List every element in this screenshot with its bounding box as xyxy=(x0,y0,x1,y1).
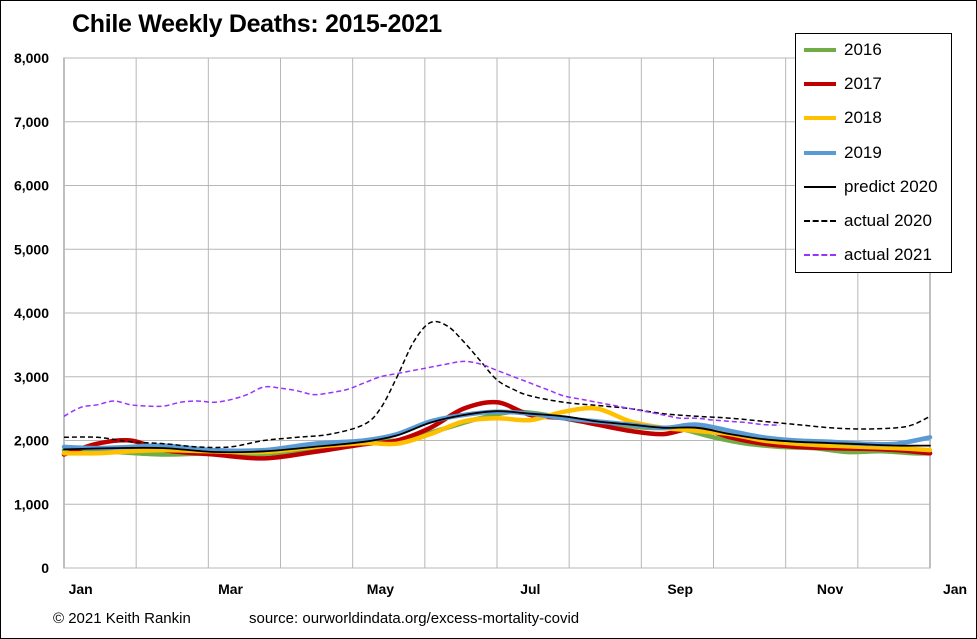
legend-swatch xyxy=(804,185,836,188)
legend-item-actual-2020: actual 2020 xyxy=(804,211,932,231)
legend-label: 2018 xyxy=(844,108,882,128)
y-tick-label: 1,000 xyxy=(14,496,49,512)
x-tick-label: Mar xyxy=(218,581,243,597)
legend-label: actual 2021 xyxy=(844,245,932,265)
x-axis-tick-labels: Jan Mar May Jul Sep Nov Jan xyxy=(69,581,967,597)
legend-label: 2016 xyxy=(844,40,882,59)
legend-swatch xyxy=(804,220,836,222)
y-tick-label: 7,000 xyxy=(14,114,49,130)
y-tick-label: 0 xyxy=(41,560,49,576)
legend-item-2017: 2017 xyxy=(804,74,882,94)
x-tick-label: Jul xyxy=(520,581,540,597)
copyright-text: © 2021 Keith Rankin xyxy=(53,610,191,627)
legend-swatch xyxy=(804,116,836,121)
series-line-predict-2020 xyxy=(63,410,931,454)
y-tick-label: 5,000 xyxy=(14,241,49,257)
y-tick-label: 8,000 xyxy=(14,50,49,66)
x-tick-label: Jan xyxy=(69,581,93,597)
legend-swatch xyxy=(804,48,836,52)
source-text: source: ourworldindata.org/excess-mortal… xyxy=(249,610,580,627)
legend-item-2019: 2019 xyxy=(804,143,882,163)
legend-swatch xyxy=(804,150,836,155)
x-tick-label: May xyxy=(367,581,394,597)
x-tick-label: Nov xyxy=(817,581,844,597)
legend-item-2016: 2016 xyxy=(804,40,882,60)
legend-item-actual-2021: actual 2021 xyxy=(804,245,932,265)
y-tick-label: 3,000 xyxy=(14,369,49,385)
chart-title: Chile Weekly Deaths: 2015-2021 xyxy=(72,10,442,38)
legend-label: actual 2020 xyxy=(844,211,932,230)
y-tick-label: 6,000 xyxy=(14,178,49,194)
legend-label: 2019 xyxy=(844,142,882,162)
x-tick-label: Sep xyxy=(667,581,693,597)
series-lines xyxy=(61,320,933,461)
y-tick-label: 4,000 xyxy=(14,305,49,321)
series-line-actual-2020 xyxy=(63,320,931,449)
y-axis-tick-labels: 0 1,000 2,000 3,000 4,000 5,000 6,000 7,000 8,00… xyxy=(14,50,49,576)
x-tick-label: Jan xyxy=(943,581,967,597)
legend-swatch xyxy=(804,82,836,87)
legend-label: 2017 xyxy=(844,74,882,94)
legend-swatch xyxy=(804,254,836,257)
chart-legend: 2016 2017 2018 2019 predict 2020 actual 2020 a… xyxy=(795,33,952,273)
series-line-actual-2021 xyxy=(63,360,781,426)
legend-item-2018: 2018 xyxy=(804,108,882,128)
legend-label: predict 2020 xyxy=(844,176,938,196)
y-tick-label: 2,000 xyxy=(14,433,49,449)
horizontal-gridlines xyxy=(63,57,931,569)
legend-item-predict-2020: predict 2020 xyxy=(804,177,938,197)
